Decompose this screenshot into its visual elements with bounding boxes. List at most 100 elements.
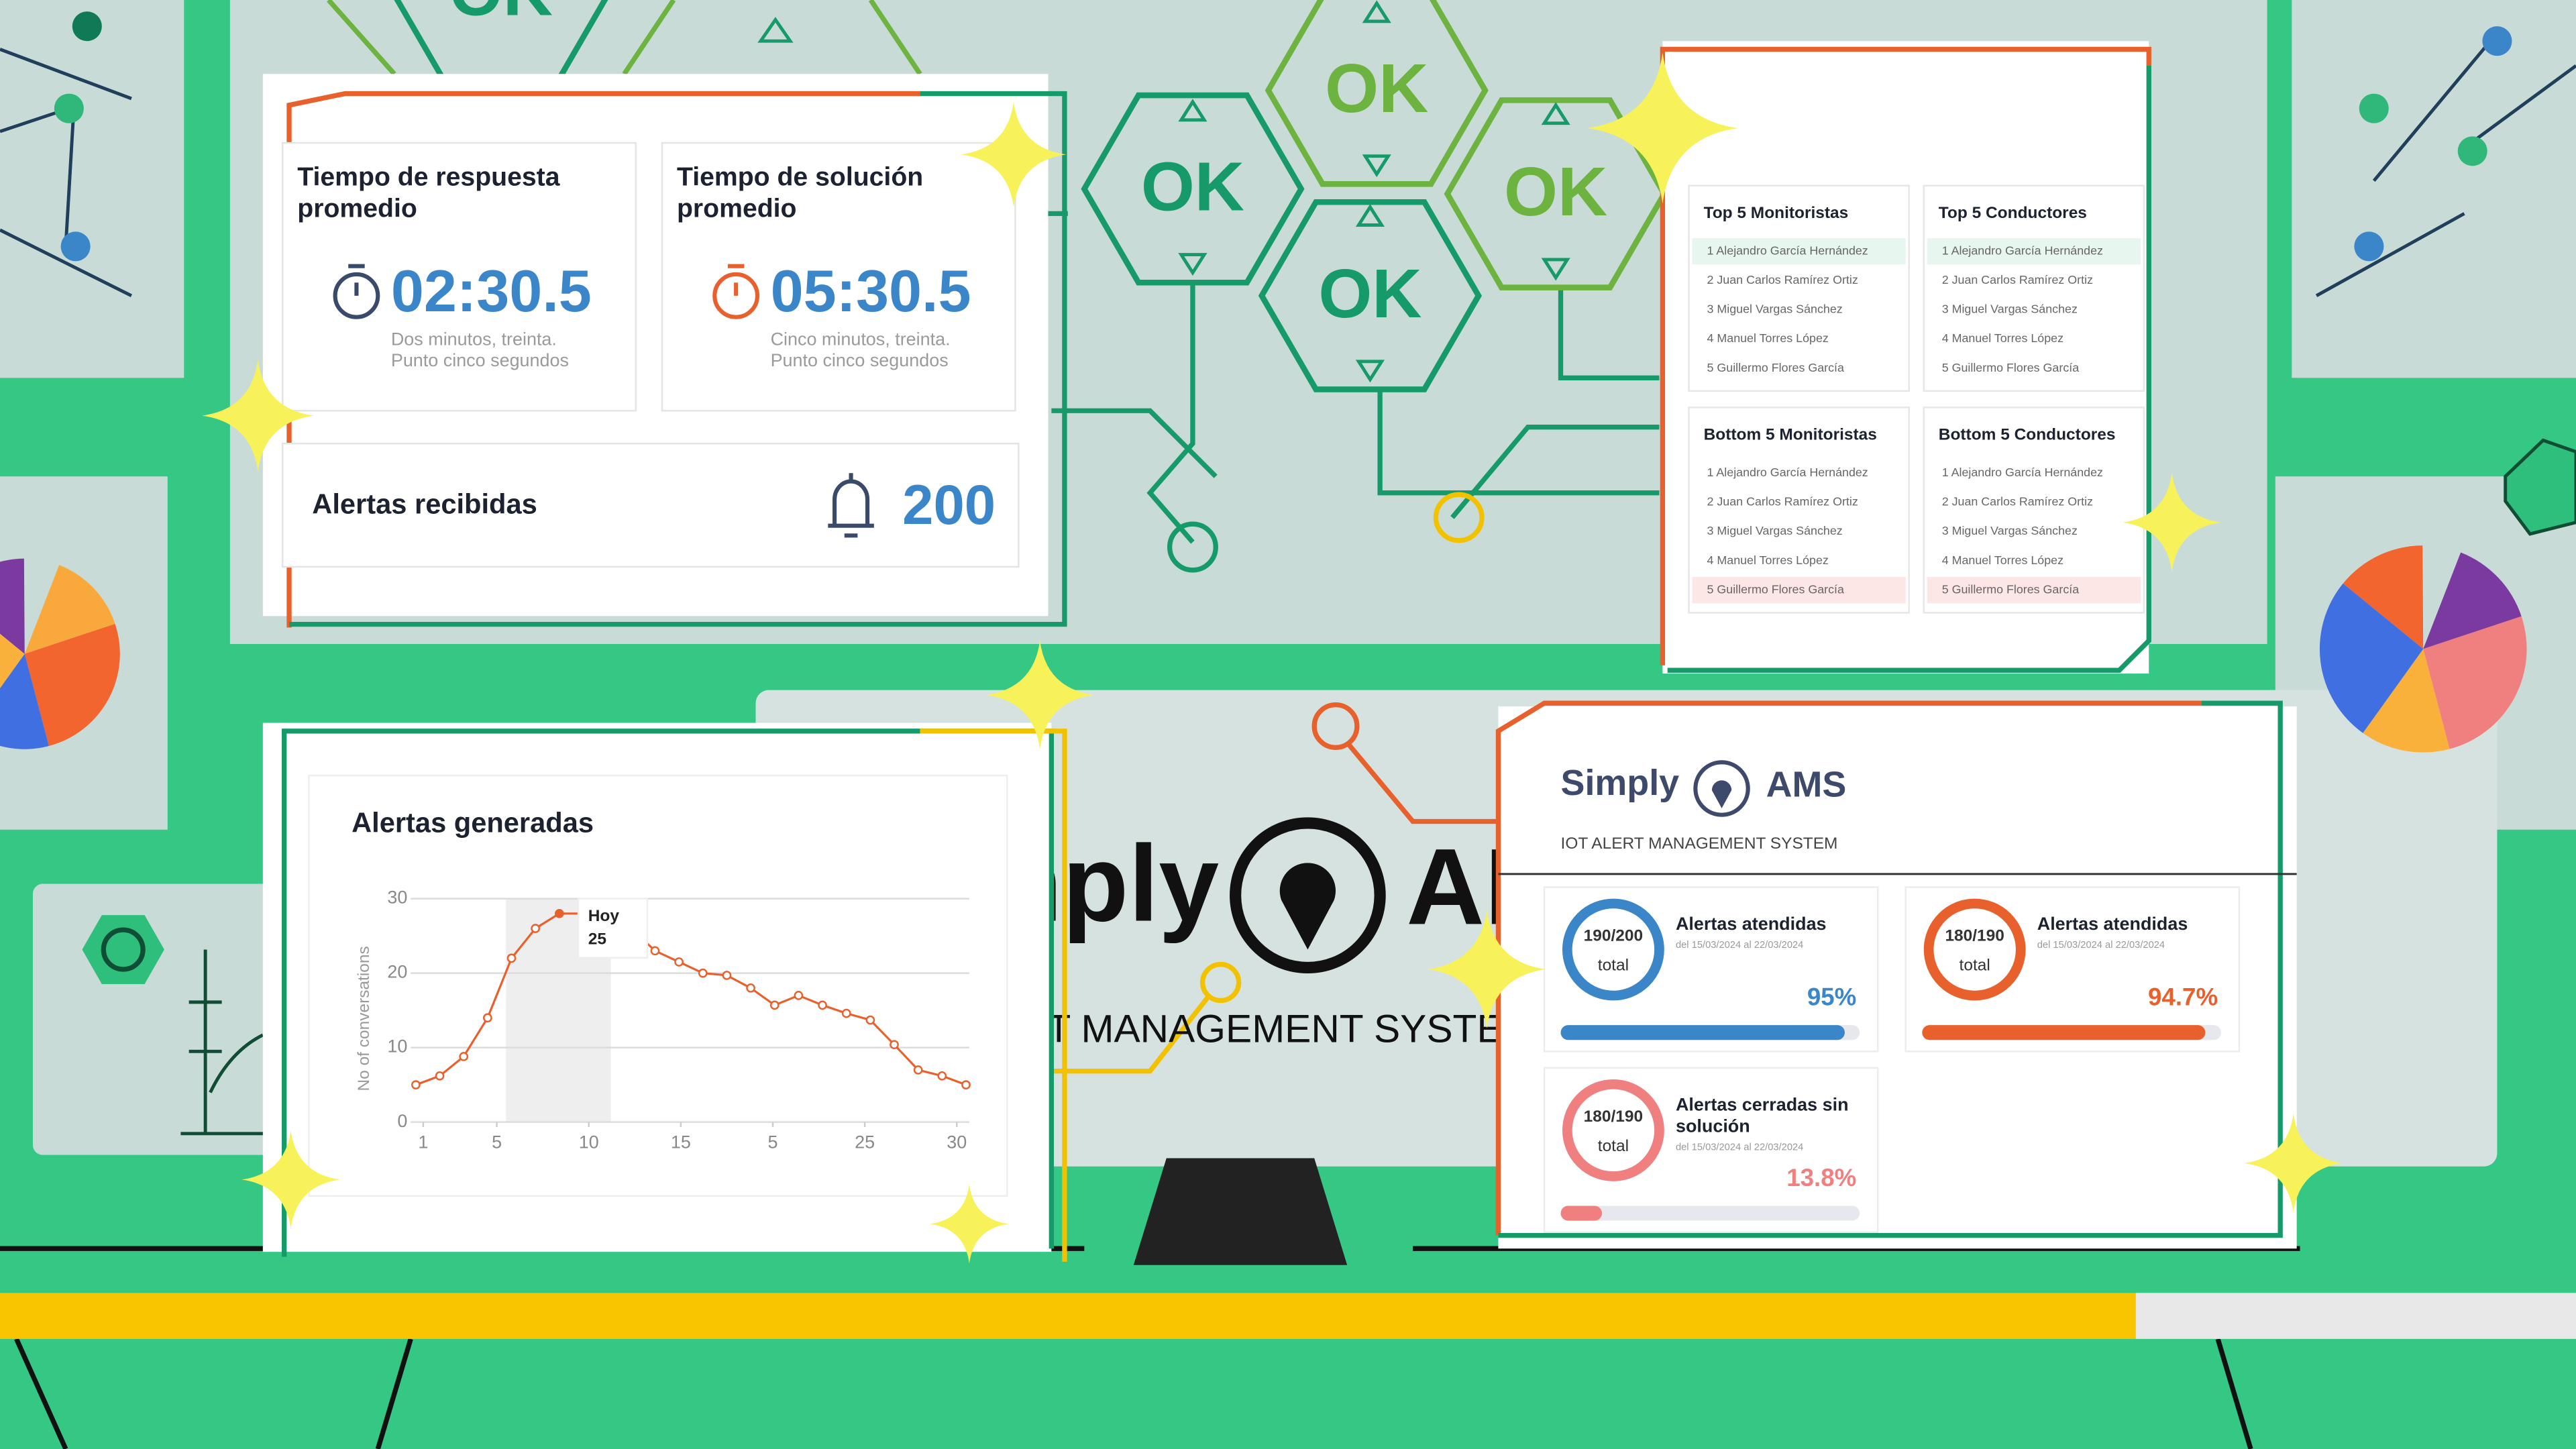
metric-caption-box: Dos minutos, treinta. Punto cinco segund… <box>391 330 569 371</box>
ranking-row: 1 Alejandro García Hernández <box>1707 466 1868 479</box>
sparkle <box>241 1130 340 1229</box>
brand-icon <box>1711 780 1732 808</box>
metric-caption: Cinco minutos, treinta. Punto cinco segu… <box>770 330 951 372</box>
hexagon-label: OK <box>1141 148 1244 225</box>
x-tick-label: 25 <box>855 1132 875 1152</box>
molecule <box>60 231 91 262</box>
chart-title: Alertas generadas <box>352 806 594 838</box>
x-tick-label: 5 <box>492 1132 502 1152</box>
hexagon-arrow <box>757 0 1570 383</box>
gauge-card <box>1543 886 1879 1053</box>
x-tick-label: 15 <box>671 1132 691 1152</box>
ranking-title: Bottom 5 Monitoristas <box>1704 425 1877 443</box>
ranking-table <box>1923 184 2145 392</box>
ranking-row: 5 Guillermo Flores García <box>1942 582 2080 596</box>
gauge-value: 95% <box>1807 983 1856 1011</box>
gauge-text-box: Alertas atendidas del 15/03/2024 al 22/03… <box>2037 915 2188 951</box>
timer-icon <box>727 264 745 296</box>
timer-icon <box>333 272 380 319</box>
sparkle <box>985 641 1095 749</box>
gauge-title: Alertas cerradas sin solución <box>1675 1095 1849 1137</box>
timer-icon <box>348 264 365 296</box>
ranking-row: 3 Miguel Vargas Sánchez <box>1942 303 2078 316</box>
hexagon-label: OK <box>449 0 553 30</box>
gauge-ratio: 190/200 <box>1584 926 1643 945</box>
ranking-highlight <box>1927 577 2141 604</box>
pie-decor <box>0 633 25 688</box>
bell-icon <box>828 473 874 538</box>
gauge-ratio: 180/190 <box>1584 1108 1643 1126</box>
sparkle <box>961 101 1067 207</box>
point <box>913 1065 923 1075</box>
ranking-row: 5 Guillermo Flores García <box>1942 361 2080 374</box>
gauge-ratio: 180/190 <box>1945 926 2004 945</box>
point <box>865 1015 875 1025</box>
point <box>818 1000 827 1010</box>
gauge-value: 94.7% <box>2148 983 2218 1011</box>
metric-value: 05:30.5 <box>771 258 971 324</box>
ranking-row: 1 Alejandro García Hernández <box>1942 244 2103 257</box>
gauge-unit: total <box>1598 956 1629 974</box>
ranking-row: 2 Juan Carlos Ramírez Ortiz <box>1707 273 1858 286</box>
molecule <box>2359 93 2389 123</box>
ranking-table <box>1688 184 1910 392</box>
ranking-row: 3 Miguel Vargas Sánchez <box>1942 524 2078 537</box>
point <box>841 1008 851 1018</box>
point <box>698 968 708 978</box>
point <box>650 946 660 956</box>
card-outline <box>1660 46 2151 665</box>
ranking-title: Bottom 5 Conductores <box>1939 425 2116 443</box>
alerts-value: 200 <box>902 474 996 536</box>
ranking-row: 4 Manuel Torres López <box>1942 331 2063 345</box>
progress-bar <box>1560 1205 1603 1221</box>
point <box>937 1071 947 1081</box>
hex-icon <box>101 927 146 972</box>
x-tick-label: 10 <box>579 1132 599 1152</box>
gauge-text-box: Alertas atendidas del 15/03/2024 al 22/03… <box>1676 915 1827 951</box>
molecule <box>54 93 84 123</box>
tooltip <box>577 898 649 959</box>
progress-bar <box>1560 1025 1845 1040</box>
progress-track <box>1560 1205 1860 1221</box>
point <box>794 991 804 1000</box>
ranking-row: 1 Alejandro García Hernández <box>1707 244 1868 257</box>
brand-suffix: AMS <box>1766 764 1847 804</box>
hexagon <box>1081 92 1305 286</box>
point <box>722 971 732 980</box>
sparkle <box>1587 52 1739 204</box>
ranking-title: Top 5 Conductores <box>1939 204 2087 222</box>
circuit <box>1051 994 1212 1074</box>
metric-value: 02:30.5 <box>391 258 592 324</box>
gauge-period: del 15/03/2024 al 22/03/2024 <box>2037 941 2165 951</box>
card-outline <box>282 729 1055 1257</box>
line <box>415 912 967 1086</box>
brand-name: Simply <box>1561 763 1680 803</box>
hex-icon <box>2504 438 2576 536</box>
metric-title: Tiempo de solución promedio <box>676 164 924 224</box>
gauge-title: Alertas atendidas <box>2037 915 2188 935</box>
alerts-card <box>282 443 1020 568</box>
tooltip-label: Hoy <box>588 907 620 925</box>
molecule <box>2482 26 2512 56</box>
pie-decor <box>2319 583 2424 733</box>
x-tick-label: 1 <box>418 1132 428 1152</box>
gauge-card <box>1543 1067 1879 1233</box>
card-outline <box>920 729 1067 1262</box>
ranking-highlight <box>1927 238 2141 265</box>
hexagon <box>1258 199 1483 392</box>
pie-decor <box>2423 552 2522 649</box>
circuit-node <box>1167 521 1218 573</box>
point <box>769 1000 780 1010</box>
circuit <box>1345 741 1503 824</box>
ranking-highlight <box>1692 577 1906 604</box>
ranking-title: Top 5 Monitoristas <box>1704 204 1849 222</box>
y-tick-label: 10 <box>387 1036 407 1057</box>
pie-decor <box>24 565 115 654</box>
point <box>890 1040 899 1050</box>
brand-icon <box>1693 760 1750 817</box>
metric-caption-box: Cinco minutos, treinta. Punto cinco segu… <box>770 330 951 372</box>
y-tick-label: 0 <box>397 1111 407 1131</box>
point <box>435 1071 445 1081</box>
